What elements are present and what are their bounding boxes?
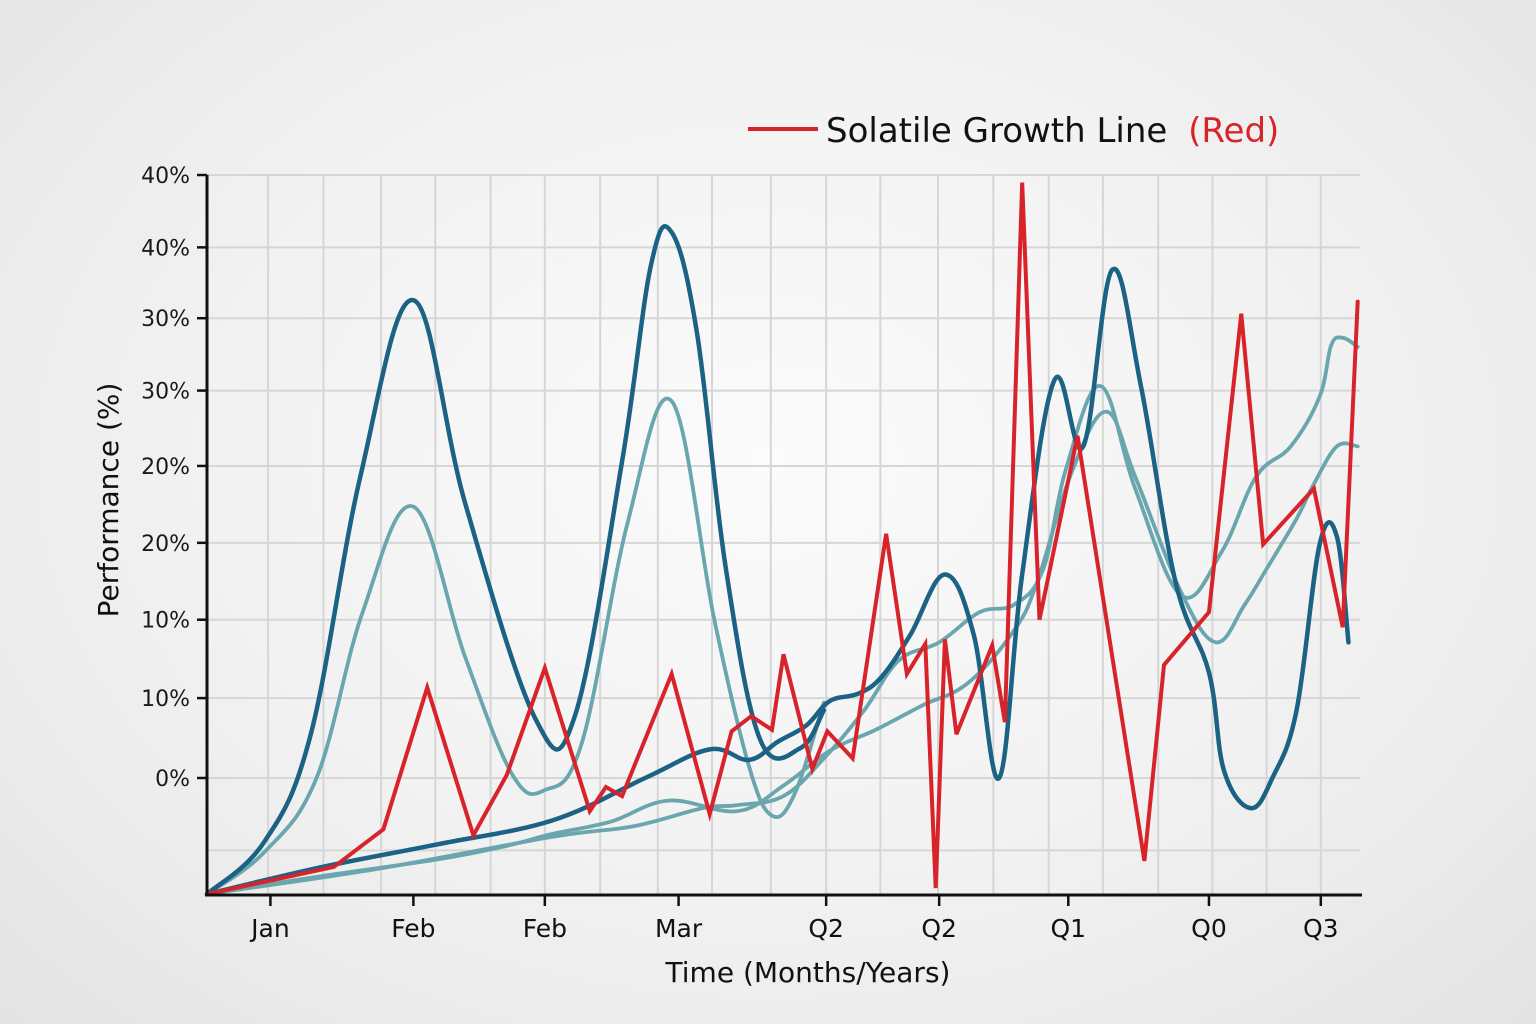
legend: Solatile Growth Line (Red) bbox=[748, 111, 1279, 151]
x-tick-label: Feb bbox=[391, 914, 435, 943]
x-tick-label: Q3 bbox=[1303, 914, 1339, 943]
x-tick-label: Q0 bbox=[1191, 914, 1227, 943]
series-line bbox=[205, 335, 1360, 896]
y-tick-label: 40% bbox=[141, 164, 190, 189]
x-tick-label: Q1 bbox=[1050, 914, 1086, 943]
y-tick-label: 20% bbox=[141, 455, 190, 480]
series-3 bbox=[204, 266, 1351, 897]
y-tick-label: 20% bbox=[141, 532, 190, 557]
series-4 bbox=[205, 335, 1360, 896]
series-line bbox=[205, 409, 1360, 896]
series-line bbox=[204, 266, 1351, 897]
series-5 bbox=[205, 409, 1360, 896]
x-tick-label: Q2 bbox=[808, 914, 844, 943]
series-0 bbox=[205, 182, 1360, 897]
x-axis-title: Time (Months/Years) bbox=[665, 956, 951, 989]
series-2 bbox=[205, 396, 826, 896]
y-tick-label: 40% bbox=[141, 236, 190, 261]
legend-label-text: Solatile Growth Line bbox=[826, 111, 1167, 151]
y-tick-label: 0% bbox=[155, 767, 190, 792]
y-tick-label: 10% bbox=[141, 609, 190, 634]
x-tick-label: Q2 bbox=[921, 914, 957, 943]
y-tick-label: 10% bbox=[141, 687, 190, 712]
series-1 bbox=[204, 224, 827, 897]
x-tick-label: Feb bbox=[523, 914, 567, 943]
axes bbox=[205, 175, 1362, 897]
y-tick-label: 30% bbox=[141, 307, 190, 332]
y-ticks: 40% 40% 30% 30% 20% 20% 10% 10% 0% bbox=[141, 164, 207, 792]
series-line-red bbox=[205, 182, 1360, 897]
y-tick-label: 30% bbox=[141, 380, 190, 405]
series-line bbox=[204, 224, 827, 897]
x-ticks: Jan Feb Feb Mar Q2 Q2 Q1 Q0 Q3 bbox=[249, 895, 1339, 943]
y-axis-title: Performance (%) bbox=[92, 383, 125, 618]
legend-label-suffix: (Red) bbox=[1188, 111, 1279, 151]
series-line bbox=[205, 396, 826, 896]
x-tick-label: Mar bbox=[655, 914, 703, 943]
x-tick-label: Jan bbox=[249, 914, 290, 943]
legend-label: Solatile Growth Line (Red) bbox=[826, 111, 1279, 151]
series-layer bbox=[204, 182, 1360, 897]
